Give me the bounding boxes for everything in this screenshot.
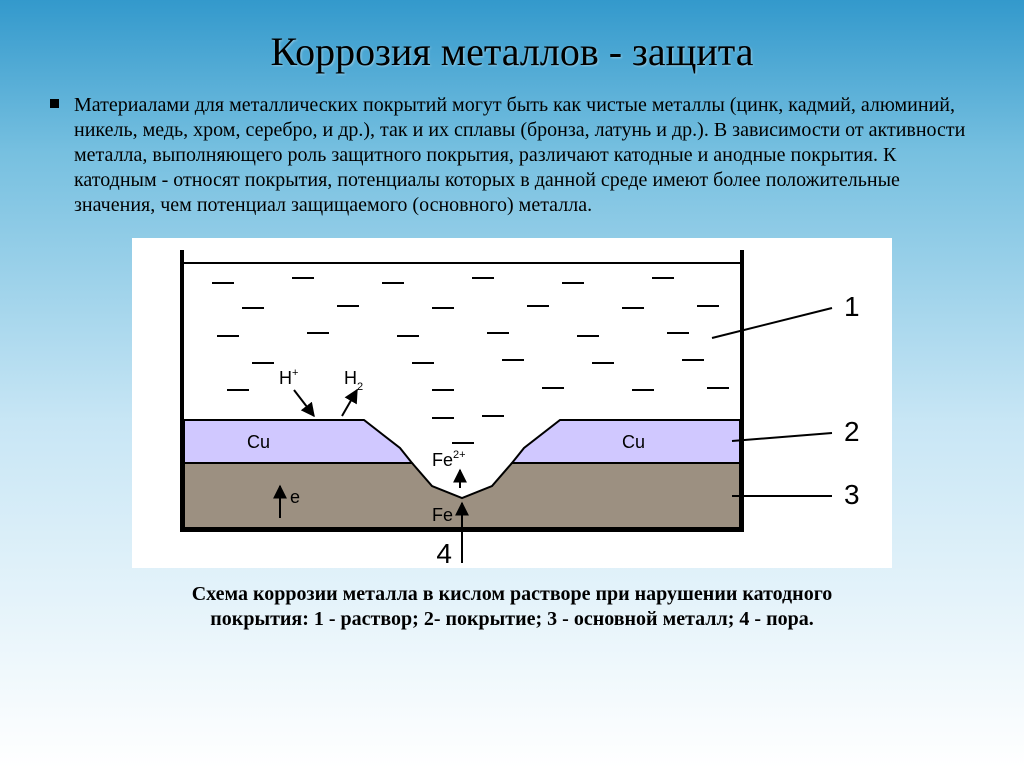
diagram-caption: Схема коррозии металла в кислом растворе… xyxy=(50,582,974,632)
caption-line-1: Схема коррозии металла в кислом растворе… xyxy=(192,583,833,605)
diagram-container: H+ H2 Cu Cu Fe2+ e Fe 1 xyxy=(50,238,974,568)
label-h2: H2 xyxy=(344,368,363,393)
leader-1 xyxy=(712,308,832,338)
arrow-h-plus xyxy=(294,390,314,416)
label-fe2plus: Fe2+ xyxy=(432,449,466,470)
caption-line-2: покрытия: 1 - раствор; 2- покрытие; 3 - … xyxy=(210,608,813,630)
label-cu-left: Cu xyxy=(247,432,270,452)
num-4: 4 xyxy=(436,538,452,568)
arrow-h2 xyxy=(342,390,357,416)
body-paragraph: Материалами для металлических покрытий м… xyxy=(50,93,974,218)
leader-2 xyxy=(732,433,832,441)
num-2: 2 xyxy=(844,416,860,447)
label-cu-right: Cu xyxy=(622,432,645,452)
slide: Коррозия металлов - защита Материалами д… xyxy=(0,0,1024,768)
num-3: 3 xyxy=(844,479,860,510)
num-1: 1 xyxy=(844,291,860,322)
label-electron: e xyxy=(290,487,300,507)
solution-dashes xyxy=(212,278,729,443)
paragraph-text: Материалами для металлических покрытий м… xyxy=(74,94,965,216)
label-fe: Fe xyxy=(432,505,453,525)
slide-title: Коррозия металлов - защита xyxy=(50,28,974,75)
coating-left xyxy=(184,420,412,463)
corrosion-diagram: H+ H2 Cu Cu Fe2+ e Fe 1 xyxy=(132,238,892,568)
label-h-plus: H+ xyxy=(279,367,298,388)
bullet-icon xyxy=(50,99,59,108)
